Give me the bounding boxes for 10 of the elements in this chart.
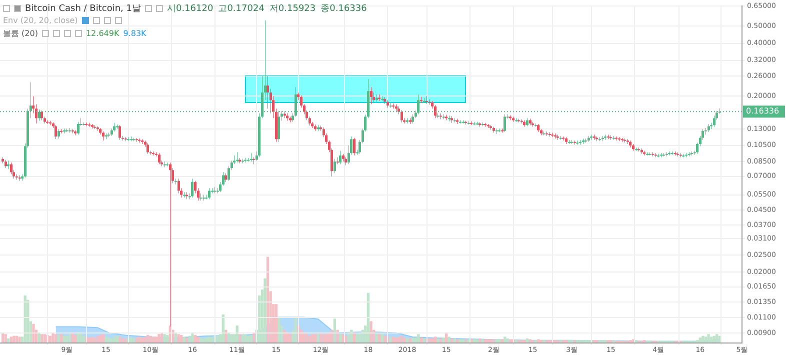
annotation: 시0.16120: [166, 4, 214, 14]
chart-title: Bitcoin Cash / Bitcoin, 1날: [25, 3, 141, 15]
annotation: 고0.17024: [218, 4, 264, 14]
annotation: 종0.16336: [320, 4, 367, 14]
ref-line-label: 0.16336: [746, 106, 780, 116]
annotation: 12.649K: [86, 29, 120, 38]
annotation: 9.83K: [123, 29, 146, 38]
annotation: 저0.15923: [269, 4, 316, 14]
annotation: Env (20, 20, close): [3, 16, 78, 25]
annotation: 볼륨 (20): [3, 28, 38, 39]
